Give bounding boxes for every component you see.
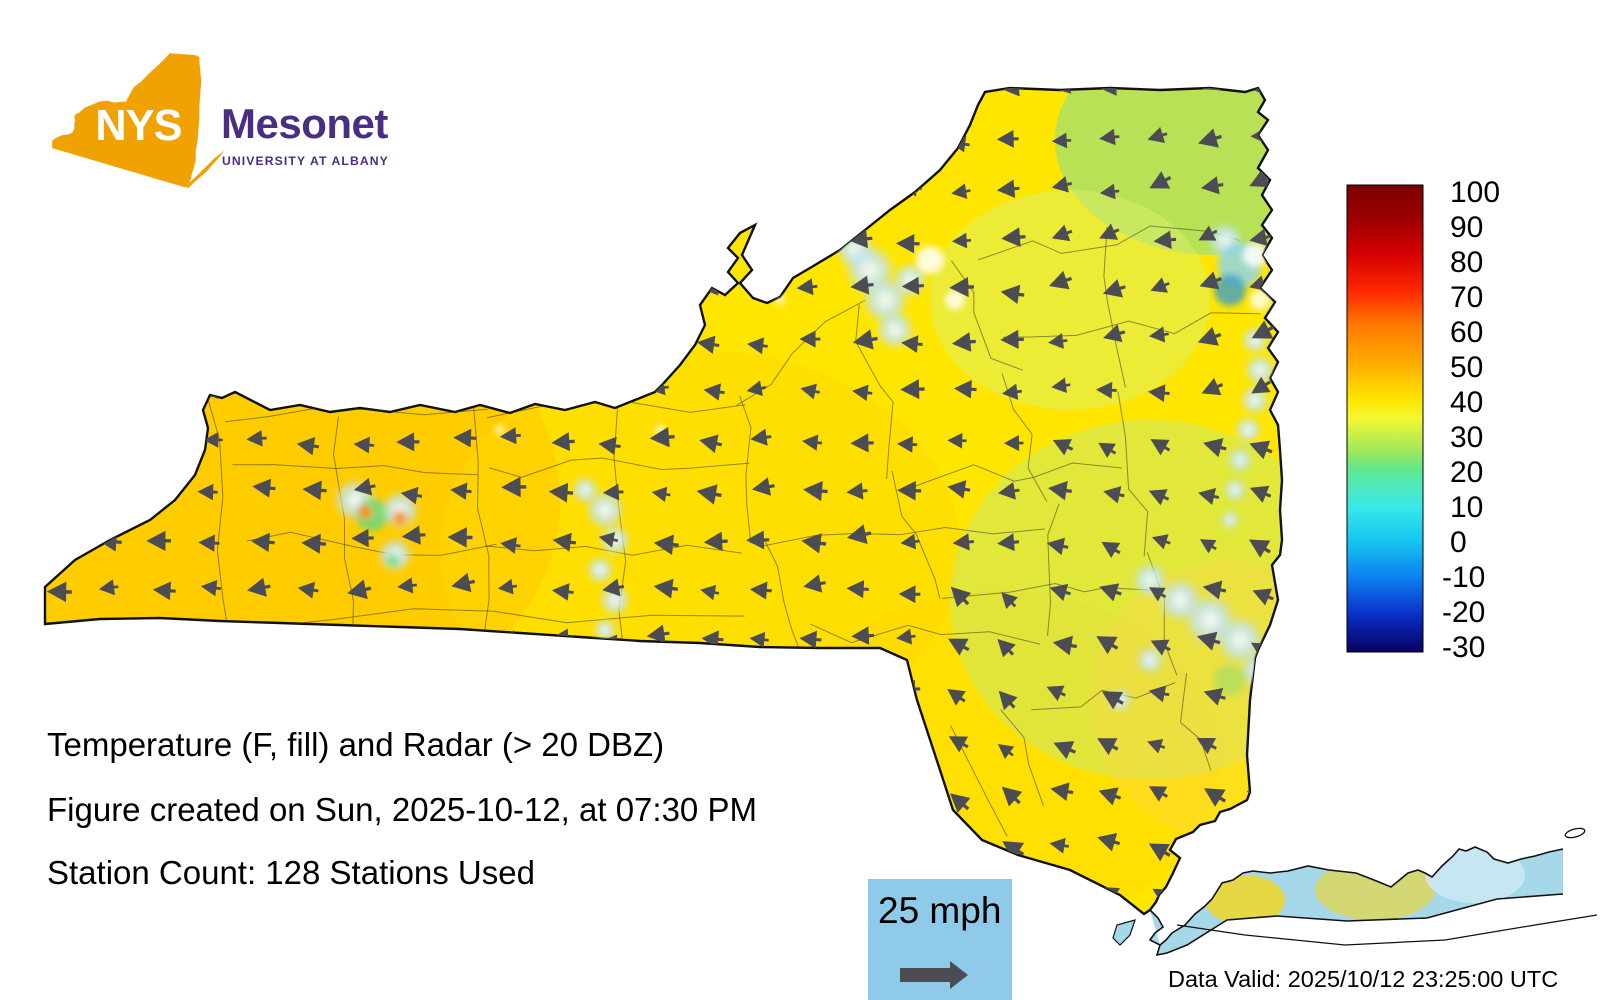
svg-text:70: 70 <box>1450 281 1483 314</box>
svg-text:-20: -20 <box>1442 596 1485 629</box>
svg-text:25 mph: 25 mph <box>878 890 1001 931</box>
svg-text:0: 0 <box>1450 526 1467 559</box>
svg-text:Figure created on Sun, 2025-10: Figure created on Sun, 2025-10-12, at 07… <box>47 791 757 828</box>
svg-text:Data Valid: 2025/10/12 23:25:0: Data Valid: 2025/10/12 23:25:00 UTC <box>1168 966 1558 992</box>
svg-text:60: 60 <box>1450 316 1483 349</box>
svg-text:80: 80 <box>1450 246 1483 279</box>
svg-text:-10: -10 <box>1442 561 1485 594</box>
svg-text:30: 30 <box>1450 421 1483 454</box>
svg-text:90: 90 <box>1450 211 1483 244</box>
svg-text:NYS: NYS <box>95 102 181 150</box>
svg-text:UNIVERSITY AT ALBANY: UNIVERSITY AT ALBANY <box>222 154 389 168</box>
svg-text:Temperature (F, fill) and Rada: Temperature (F, fill) and Radar (> 20 DB… <box>47 726 664 763</box>
svg-text:Mesonet: Mesonet <box>221 100 388 147</box>
svg-text:20: 20 <box>1450 456 1483 489</box>
svg-text:100: 100 <box>1450 176 1500 209</box>
svg-text:10: 10 <box>1450 491 1483 524</box>
svg-text:-30: -30 <box>1442 631 1485 664</box>
svg-text:50: 50 <box>1450 351 1483 384</box>
svg-text:Station Count: 128 Stations Us: Station Count: 128 Stations Used <box>47 854 535 891</box>
svg-text:40: 40 <box>1450 386 1483 419</box>
